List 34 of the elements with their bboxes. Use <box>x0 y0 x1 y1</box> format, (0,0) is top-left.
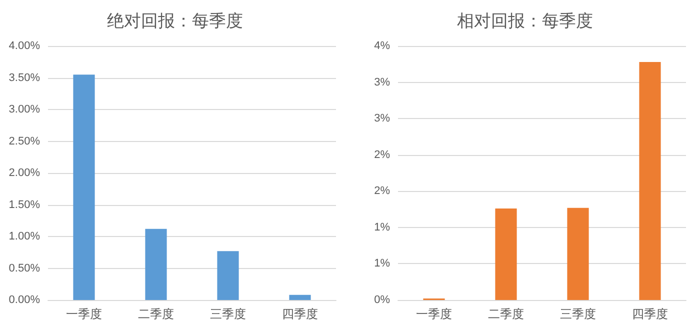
y-tick-label: 2.50% <box>8 135 40 148</box>
bar <box>217 251 239 300</box>
y-tick-label: 1% <box>374 221 390 234</box>
y-tick-label: 0% <box>374 294 390 306</box>
y-tick-label: 2% <box>374 148 390 161</box>
y-tick-label: 3.50% <box>8 72 40 84</box>
chart-title: 绝对回报：每季度 <box>107 12 243 32</box>
y-tick-label: 2% <box>374 185 390 198</box>
bar <box>639 62 661 300</box>
bar <box>495 208 517 300</box>
y-tick-label: 4% <box>374 40 390 52</box>
bar <box>145 228 167 300</box>
y-tick-label: 3% <box>374 76 390 88</box>
y-tick-label: 4.00% <box>8 40 40 52</box>
y-tick-label: 1% <box>374 258 390 270</box>
x-tick-label: 二季度 <box>138 307 174 321</box>
x-tick-label: 一季度 <box>416 307 452 321</box>
x-tick-label: 四季度 <box>632 307 668 321</box>
bar <box>289 294 311 300</box>
x-tick-label: 三季度 <box>560 307 596 321</box>
x-tick-label: 四季度 <box>282 307 318 321</box>
y-tick-label: 3% <box>374 112 390 125</box>
x-tick-label: 一季度 <box>66 307 102 321</box>
bar <box>73 74 95 300</box>
x-tick-label: 三季度 <box>210 307 246 321</box>
y-tick-label: 0.00% <box>8 294 40 306</box>
x-tick-label: 二季度 <box>488 307 524 321</box>
chart-title: 相对回报：每季度 <box>457 12 593 32</box>
y-tick-label: 2.00% <box>8 167 40 179</box>
y-tick-label: 0.50% <box>8 262 40 274</box>
bar <box>567 208 589 300</box>
y-tick-label: 1.50% <box>8 198 40 211</box>
y-tick-label: 3.00% <box>8 104 40 116</box>
y-tick-label: 1.00% <box>8 230 40 242</box>
